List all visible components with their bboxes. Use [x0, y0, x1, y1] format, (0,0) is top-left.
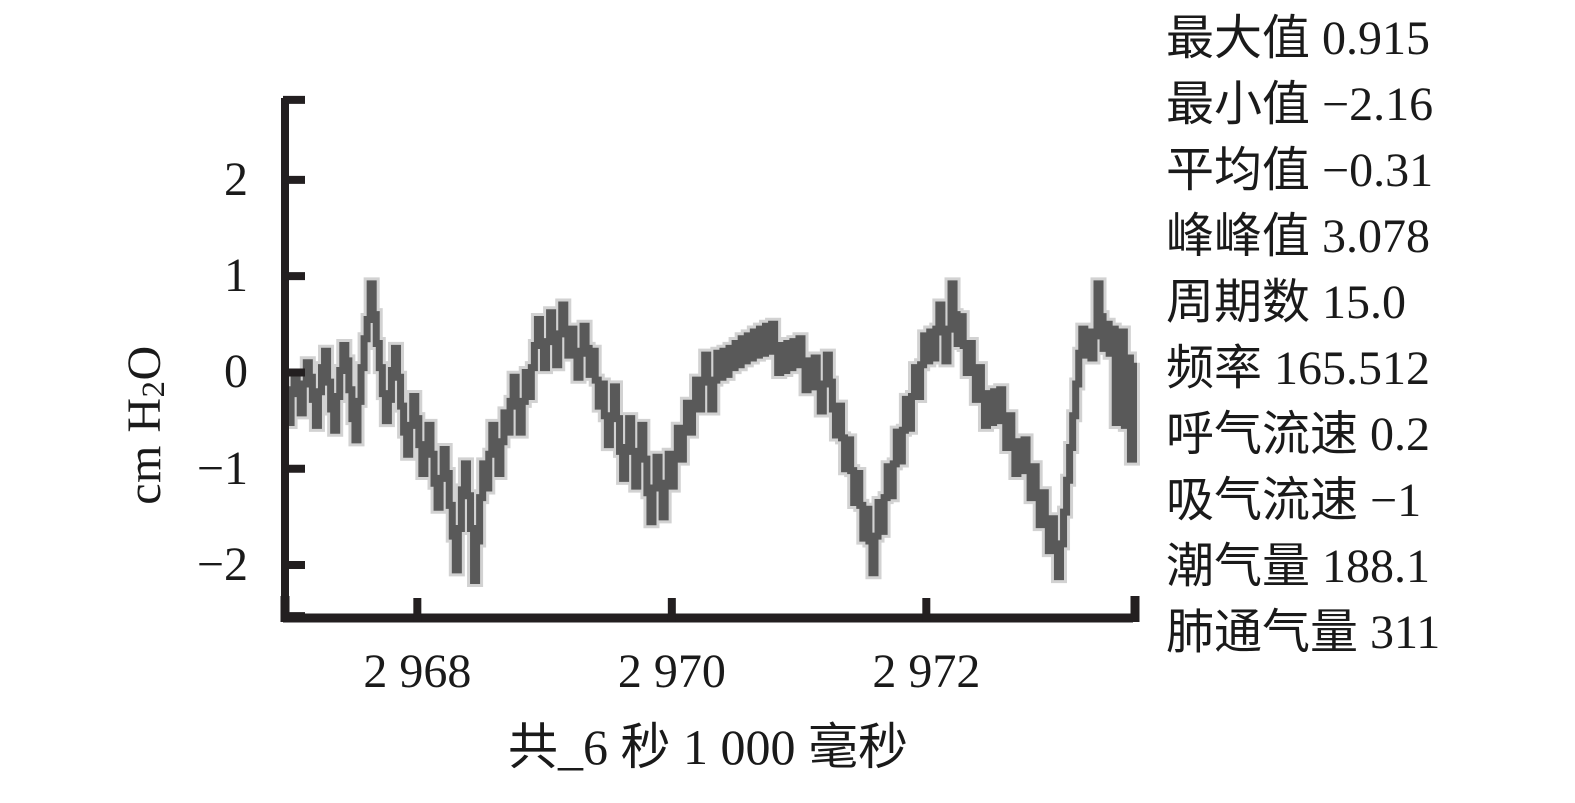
- y-tick-label: 1: [224, 249, 248, 303]
- stat-value: 311: [1358, 606, 1441, 659]
- stat-value: 3.078: [1310, 210, 1431, 263]
- stat-label: 肺通气量: [1166, 606, 1359, 659]
- stat-value: −2.16: [1310, 78, 1434, 131]
- waveform-chart: [280, 95, 1140, 623]
- x-tick-marks: [280, 596, 1140, 622]
- stat-value: −1: [1358, 474, 1422, 527]
- stat-label: 周期数: [1166, 276, 1311, 329]
- stat-row: 最小值 −2.16: [1166, 72, 1575, 138]
- stat-value: 0.2: [1358, 408, 1431, 461]
- stat-row: 最大值 0.915: [1166, 6, 1575, 72]
- stat-row: 频率 165.512: [1166, 336, 1575, 402]
- y-tick-label: 2: [224, 152, 248, 206]
- stat-value: 188.1: [1310, 540, 1431, 593]
- y-tick-label: −2: [196, 538, 248, 592]
- stat-row: 呼气流速 0.2: [1166, 402, 1575, 468]
- x-tick-labels: 2 968 2 970 2 972: [363, 645, 981, 698]
- stat-label: 潮气量: [1166, 540, 1311, 593]
- x-axis-caption: 共_6 秒 1 000 毫秒: [508, 719, 908, 775]
- stat-row: 肺通气量 311: [1166, 600, 1575, 666]
- stat-label: 吸气流速: [1166, 474, 1359, 527]
- stat-row: 周期数 15.0: [1166, 270, 1575, 336]
- stat-value: 0.915: [1310, 12, 1431, 65]
- stat-value: 165.512: [1262, 342, 1431, 395]
- stat-label: 峰峰值: [1166, 210, 1311, 263]
- statistics-panel: 最大值 0.915 最小值 −2.16 平均值 −0.31 峰峰值 3.078 周期数 …: [1166, 6, 1575, 666]
- stat-label: 最大值: [1166, 12, 1311, 65]
- x-tick-label: 2 970: [617, 645, 726, 698]
- y-tick-labels: 2 1 0 −1 −2: [128, 0, 248, 803]
- stat-row: 峰峰值 3.078: [1166, 204, 1575, 270]
- y-tick-label: −1: [196, 441, 248, 495]
- stat-row: 平均值 −0.31: [1166, 138, 1575, 204]
- stat-row: 潮气量 188.1: [1166, 534, 1575, 600]
- y-tick-label: 0: [224, 345, 248, 399]
- stat-label: 频率: [1166, 342, 1263, 395]
- stat-value: −0.31: [1310, 144, 1434, 197]
- stat-label: 呼气流速: [1166, 408, 1359, 461]
- stat-row: 吸气流速 −1: [1166, 468, 1575, 534]
- waveform-trace: [284, 280, 1137, 584]
- x-tick-label: 2 968: [363, 645, 472, 698]
- stat-label: 平均值: [1166, 144, 1311, 197]
- stat-label: 最小值: [1166, 78, 1311, 131]
- stat-value: 15.0: [1310, 276, 1407, 329]
- x-tick-label: 2 972: [872, 645, 981, 698]
